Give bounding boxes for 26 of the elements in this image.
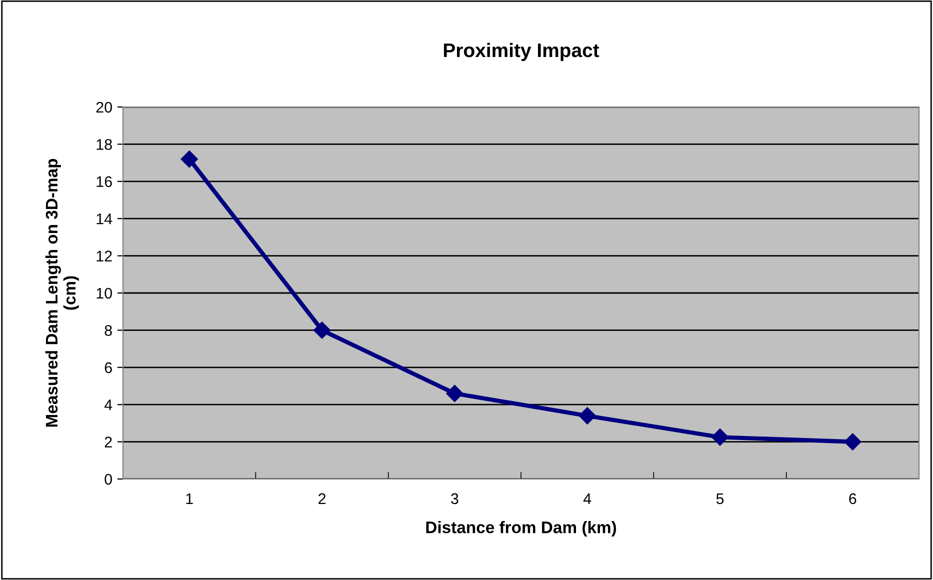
y-tick-label: 4: [104, 400, 112, 410]
x-tick-label: 1: [186, 493, 193, 504]
y-tick-label: 6: [104, 362, 112, 374]
y-tick-label: 12: [96, 250, 112, 262]
x-tick-label: 3: [451, 493, 458, 504]
point: [313, 322, 331, 339]
y-tick-label: 2: [104, 436, 112, 448]
y-tick-label: 16: [96, 176, 112, 188]
y-tick-label: 18: [96, 139, 112, 150]
y-tick-label: 20: [96, 102, 112, 113]
x-tick-label: 4: [583, 493, 592, 504]
x-axis-title: Distance from Dam (km): [426, 521, 616, 537]
x-tick-label: 5: [716, 493, 724, 504]
chart-title: Proximity Impact: [444, 42, 600, 62]
point: [578, 407, 596, 424]
point: [711, 428, 729, 446]
point: [180, 150, 198, 168]
y-tick-label: 10: [96, 288, 112, 299]
y-tick-label: 0: [104, 474, 112, 485]
x-tick-label: 2: [318, 493, 326, 504]
x-tick-label: 6: [849, 493, 856, 504]
y-axis-title: Measured Dam Length on 3D-map (cm): [45, 158, 79, 427]
y-tick-label: 8: [104, 325, 112, 336]
y-tick-label: 14: [96, 214, 112, 224]
point: [446, 384, 464, 402]
point: [844, 433, 862, 450]
